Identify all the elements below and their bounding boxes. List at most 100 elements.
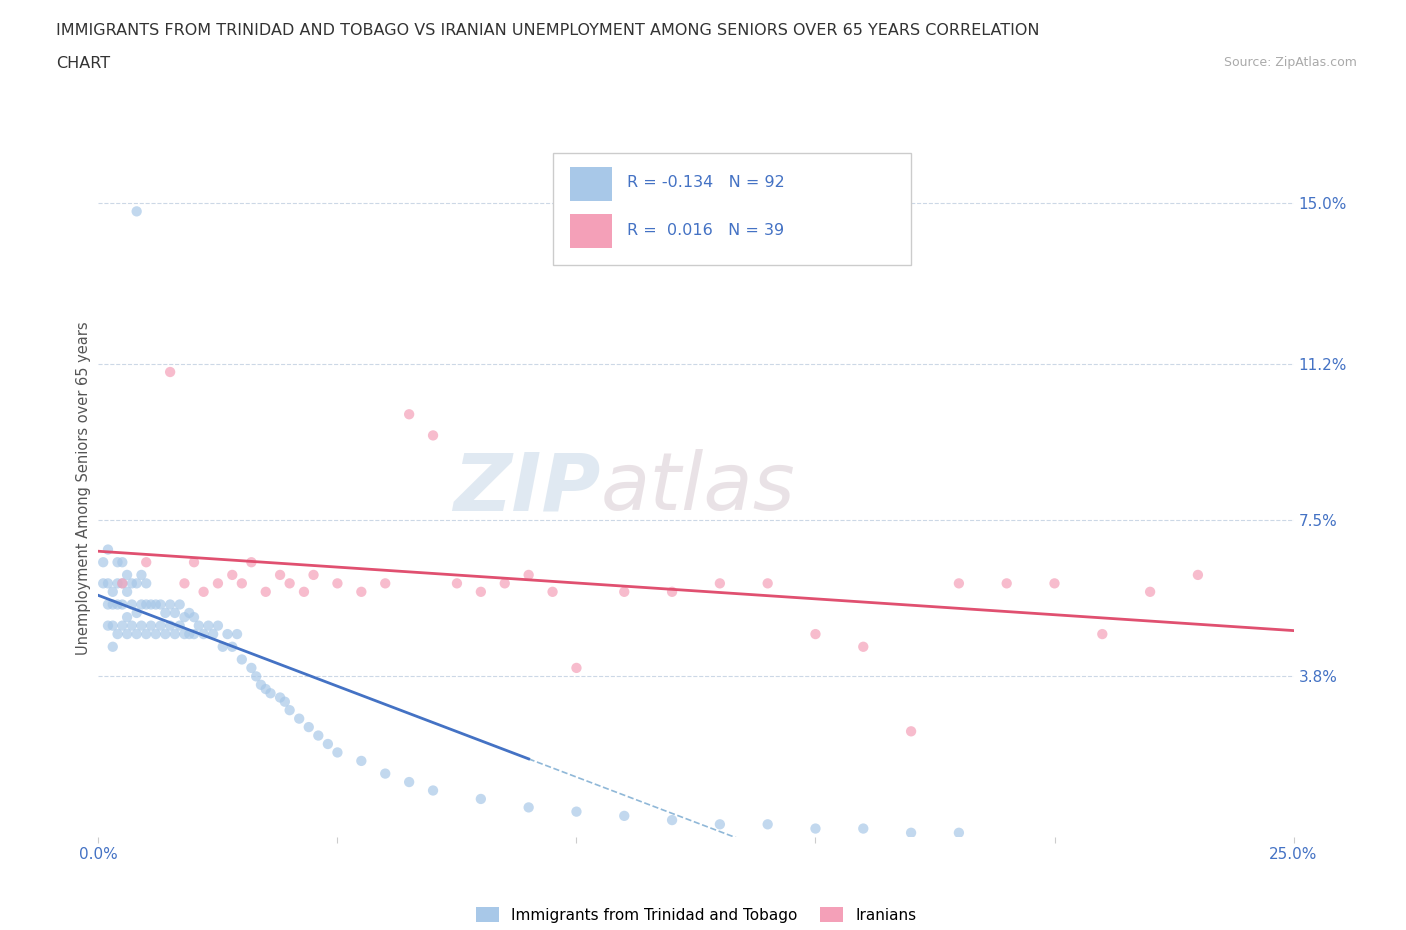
Point <box>422 428 444 443</box>
Point <box>517 567 540 582</box>
Point <box>149 618 172 633</box>
Point <box>1139 584 1161 599</box>
Point <box>135 555 157 570</box>
Point <box>517 800 540 815</box>
Point <box>613 808 636 823</box>
Point <box>97 576 120 591</box>
Point <box>470 584 492 599</box>
Point <box>804 821 827 836</box>
Point <box>135 576 157 591</box>
Point <box>115 567 138 582</box>
Point <box>661 813 683 828</box>
Text: R =  0.016   N = 39: R = 0.016 N = 39 <box>627 222 783 238</box>
Point <box>231 576 253 591</box>
Point <box>121 576 143 591</box>
Point <box>446 576 468 591</box>
Point <box>374 766 396 781</box>
Point <box>163 627 186 642</box>
Point <box>948 576 970 591</box>
Point <box>804 627 827 642</box>
Point <box>91 576 114 591</box>
Point <box>111 555 134 570</box>
Point <box>948 825 970 840</box>
Point <box>115 610 138 625</box>
Point <box>756 817 779 831</box>
Point <box>179 605 201 620</box>
Point <box>1187 567 1209 582</box>
Point <box>254 584 277 599</box>
Point <box>121 597 143 612</box>
Point <box>115 584 138 599</box>
Point <box>125 204 148 219</box>
Point <box>159 597 181 612</box>
Point <box>398 775 420 790</box>
Point <box>211 639 233 654</box>
Point <box>107 627 129 642</box>
Point <box>1043 576 1066 591</box>
Point <box>269 690 291 705</box>
Point <box>101 618 124 633</box>
Point <box>202 627 225 642</box>
Point <box>169 618 191 633</box>
Point <box>292 584 315 599</box>
Point <box>269 567 291 582</box>
Point <box>613 584 636 599</box>
Point <box>101 584 124 599</box>
Text: IMMIGRANTS FROM TRINIDAD AND TOBAGO VS IRANIAN UNEMPLOYMENT AMONG SENIORS OVER 6: IMMIGRANTS FROM TRINIDAD AND TOBAGO VS I… <box>56 23 1040 38</box>
Point <box>145 597 167 612</box>
Point <box>398 406 420 421</box>
Point <box>374 576 396 591</box>
Point <box>121 618 143 633</box>
Point <box>97 618 120 633</box>
Point <box>350 753 373 768</box>
Point <box>91 555 114 570</box>
Point <box>111 576 134 591</box>
Point <box>240 555 263 570</box>
Point <box>101 597 124 612</box>
Text: CHART: CHART <box>56 56 110 71</box>
Point <box>900 724 922 738</box>
Point <box>125 576 148 591</box>
Point <box>163 605 186 620</box>
Point <box>221 639 243 654</box>
Point <box>250 677 273 692</box>
Point <box>173 576 195 591</box>
Point <box>107 597 129 612</box>
Point <box>179 627 201 642</box>
Point <box>226 627 249 642</box>
Point <box>316 737 339 751</box>
Point <box>107 555 129 570</box>
Point <box>173 627 195 642</box>
Point <box>97 597 120 612</box>
Point <box>995 576 1018 591</box>
Text: R = -0.134   N = 92: R = -0.134 N = 92 <box>627 175 785 191</box>
Point <box>298 720 321 735</box>
Point <box>107 576 129 591</box>
Point <box>254 682 277 697</box>
Point <box>661 584 683 599</box>
Point <box>183 610 205 625</box>
Point <box>135 597 157 612</box>
Point <box>159 618 181 633</box>
Point <box>278 703 301 718</box>
Point <box>101 639 124 654</box>
FancyBboxPatch shape <box>553 153 911 265</box>
Point <box>709 817 731 831</box>
Point <box>197 618 219 633</box>
Point <box>709 576 731 591</box>
Point <box>131 597 153 612</box>
Point <box>259 685 281 700</box>
Point <box>207 618 229 633</box>
Point <box>193 584 215 599</box>
Point <box>183 555 205 570</box>
Point <box>565 660 588 675</box>
Point <box>111 576 134 591</box>
Point <box>541 584 564 599</box>
Point <box>183 627 205 642</box>
Point <box>240 660 263 675</box>
Point <box>207 576 229 591</box>
Point <box>852 821 875 836</box>
Point <box>149 597 172 612</box>
Point <box>145 627 167 642</box>
Point <box>173 610 195 625</box>
